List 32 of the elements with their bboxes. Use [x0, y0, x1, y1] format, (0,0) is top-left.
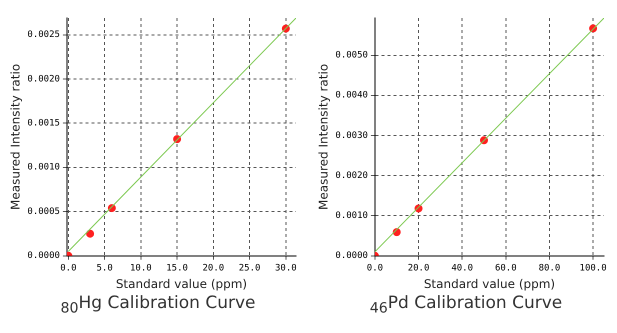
- x-tick-label: 15.0: [166, 264, 188, 274]
- x-tick-label: 25.0: [238, 264, 260, 274]
- y-tick-label: 0.0040: [335, 90, 368, 101]
- y-tick-label: 0.0025: [27, 30, 60, 40]
- y-tick-label: 0.0005: [27, 206, 60, 217]
- y-tick-label: 0.0000: [27, 251, 60, 262]
- y-tick-label: 0.0010: [27, 162, 60, 173]
- text: $_{80}$Hg Calibration Curve: [59, 293, 257, 316]
- y-tick-label: 0.0030: [335, 130, 368, 141]
- x-axis-title: Standard value (ppm): [424, 276, 556, 291]
- x-tick-label: 10.0: [130, 264, 152, 274]
- y-tick-label: 0.0020: [27, 74, 60, 84]
- y-tick-label: 0.0015: [27, 118, 60, 129]
- x-tick-label: 60.0: [494, 264, 517, 274]
- x-tick-label: 40.0: [451, 264, 474, 274]
- x-tick-label: 80.0: [538, 264, 560, 274]
- y-axis-title: Measured Intensity ratio: [316, 64, 330, 210]
- y-tick-label: 0.0010: [335, 211, 368, 222]
- x-tick-label: 5.0: [96, 264, 113, 274]
- text: $_{46}$Pd Calibration Curve: [368, 293, 564, 316]
- x-tick-label: 100.0: [580, 264, 607, 274]
- x-tick-label: 0.0: [60, 264, 76, 274]
- y-tick-label: 0.0000: [335, 251, 368, 262]
- point: [86, 230, 94, 238]
- y-tick-label: 0.0020: [335, 170, 368, 181]
- x-tick-label: 20.0: [408, 264, 430, 274]
- x-axis-title: Standard value (ppm): [116, 276, 248, 291]
- x-tick-label: 30.0: [275, 264, 297, 274]
- y-tick-label: 0.0050: [335, 50, 368, 61]
- x-tick-label: 0.0: [366, 264, 384, 274]
- x-tick-label: 20.0: [202, 264, 224, 274]
- y-axis-title: Measured Intensity ratio: [8, 64, 22, 210]
